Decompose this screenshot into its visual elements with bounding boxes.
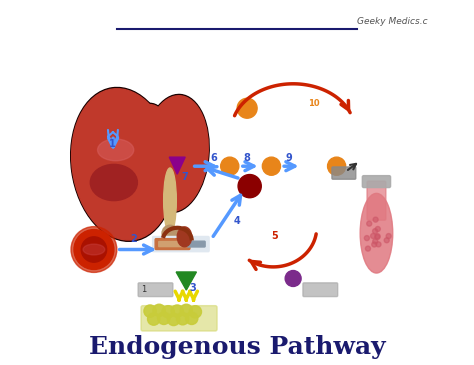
- Ellipse shape: [142, 95, 209, 212]
- Circle shape: [176, 312, 189, 325]
- Ellipse shape: [164, 168, 176, 233]
- Polygon shape: [169, 157, 185, 174]
- Ellipse shape: [177, 227, 191, 247]
- Ellipse shape: [91, 164, 137, 201]
- Circle shape: [71, 227, 117, 272]
- Circle shape: [371, 234, 375, 238]
- Circle shape: [144, 305, 156, 317]
- Ellipse shape: [71, 88, 175, 241]
- FancyBboxPatch shape: [153, 237, 209, 252]
- FancyBboxPatch shape: [367, 181, 386, 220]
- Circle shape: [81, 237, 107, 262]
- Ellipse shape: [83, 244, 105, 255]
- FancyBboxPatch shape: [155, 239, 190, 250]
- Text: 4: 4: [234, 216, 240, 226]
- Circle shape: [171, 305, 183, 317]
- Circle shape: [285, 270, 301, 287]
- Circle shape: [328, 157, 346, 175]
- FancyBboxPatch shape: [159, 242, 187, 247]
- Ellipse shape: [124, 103, 176, 215]
- FancyBboxPatch shape: [332, 167, 356, 179]
- Circle shape: [373, 228, 378, 234]
- Circle shape: [375, 234, 380, 239]
- Circle shape: [384, 238, 389, 243]
- Circle shape: [167, 313, 180, 326]
- Circle shape: [237, 98, 257, 118]
- Circle shape: [162, 225, 178, 241]
- Text: 5: 5: [272, 231, 278, 241]
- Circle shape: [386, 234, 391, 239]
- Circle shape: [180, 304, 192, 316]
- Circle shape: [375, 226, 380, 231]
- Text: Endogenous Pathway: Endogenous Pathway: [89, 335, 385, 359]
- Circle shape: [189, 306, 201, 318]
- FancyBboxPatch shape: [303, 283, 337, 297]
- Text: 8: 8: [244, 153, 251, 163]
- Circle shape: [373, 239, 378, 244]
- Circle shape: [372, 242, 377, 247]
- Circle shape: [158, 312, 170, 324]
- Text: 9: 9: [285, 153, 292, 163]
- Circle shape: [365, 235, 369, 241]
- Text: 1: 1: [109, 139, 115, 149]
- Ellipse shape: [98, 139, 134, 161]
- Ellipse shape: [125, 105, 175, 213]
- Ellipse shape: [360, 193, 393, 273]
- Circle shape: [162, 306, 174, 318]
- Circle shape: [375, 234, 380, 239]
- Text: 2: 2: [130, 234, 137, 244]
- Text: 10: 10: [308, 99, 319, 108]
- FancyBboxPatch shape: [187, 241, 205, 247]
- Circle shape: [185, 312, 198, 324]
- Circle shape: [221, 157, 239, 175]
- Circle shape: [365, 246, 371, 251]
- Text: Geeky Medics.c: Geeky Medics.c: [356, 17, 427, 26]
- Text: 6: 6: [210, 153, 217, 163]
- Ellipse shape: [72, 89, 174, 240]
- Circle shape: [373, 217, 378, 222]
- FancyBboxPatch shape: [362, 176, 391, 188]
- Circle shape: [238, 174, 261, 198]
- Circle shape: [147, 313, 160, 325]
- Text: 3: 3: [190, 283, 196, 293]
- Circle shape: [74, 230, 114, 269]
- Circle shape: [376, 242, 381, 247]
- FancyBboxPatch shape: [141, 306, 217, 331]
- Text: 1: 1: [141, 285, 146, 294]
- FancyBboxPatch shape: [138, 283, 173, 297]
- Polygon shape: [176, 272, 196, 290]
- Circle shape: [262, 157, 281, 175]
- Circle shape: [367, 221, 372, 226]
- Circle shape: [153, 304, 165, 316]
- Ellipse shape: [143, 96, 208, 211]
- Text: 7: 7: [181, 172, 188, 182]
